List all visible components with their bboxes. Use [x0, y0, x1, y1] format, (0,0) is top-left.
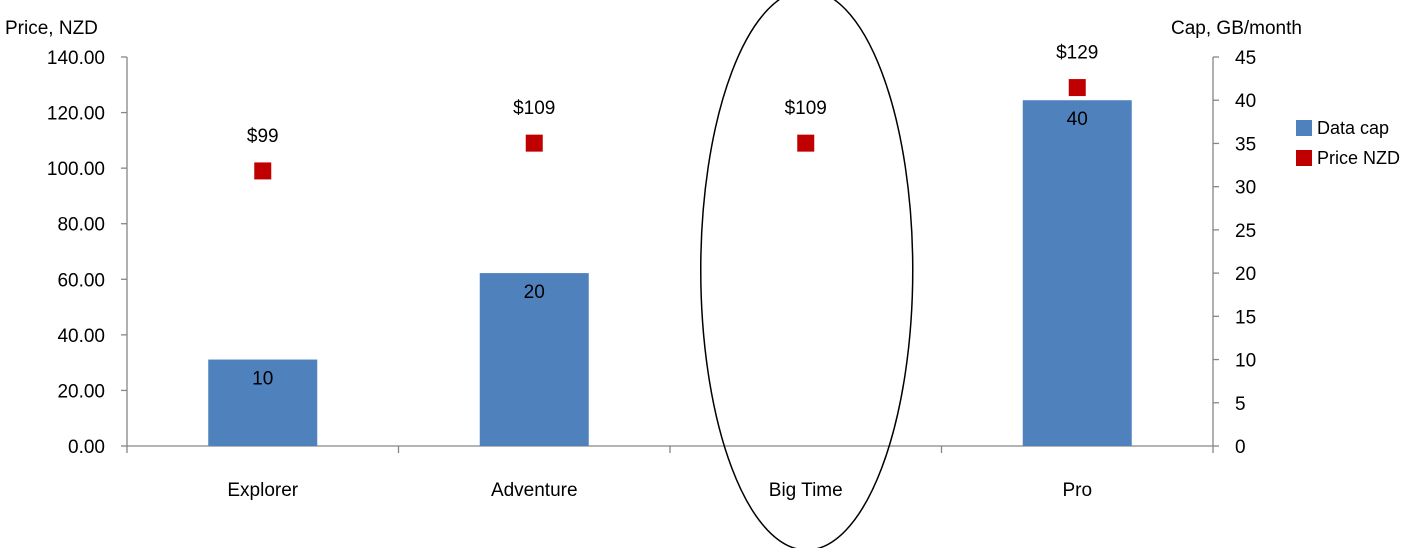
highlight-ellipse — [700, 0, 914, 548]
price-value-label: $109 — [513, 98, 555, 119]
right-tick-label: 35 — [1235, 134, 1256, 155]
legend-label: Price NZD — [1317, 148, 1400, 168]
price-value-label: $109 — [785, 98, 827, 119]
highlight-layer — [700, 0, 914, 548]
price-marker — [254, 162, 272, 180]
bar-value-label: 20 — [524, 282, 545, 303]
left-tick-label: 120.00 — [47, 104, 105, 125]
markers-layer — [254, 79, 1086, 180]
right-tick-label: 10 — [1235, 351, 1256, 372]
category-label: Pro — [1062, 480, 1092, 501]
right-tick-label: 30 — [1235, 178, 1256, 199]
right-tick-label: 0 — [1235, 437, 1246, 458]
price-value-label: $99 — [247, 126, 279, 147]
right-tick-label: 20 — [1235, 264, 1256, 285]
price-marker — [797, 134, 815, 152]
price-marker — [1068, 79, 1086, 97]
price-marker — [525, 134, 543, 152]
left-tick-label: 20.00 — [57, 381, 105, 402]
bars-layer — [208, 100, 1132, 446]
right-tick-label: 45 — [1235, 48, 1256, 69]
labels-layer: 10 20 40 $99 $109 $109 $129 — [247, 43, 1098, 390]
left-tick-label: 140.00 — [47, 48, 105, 69]
data-cap-bar — [479, 273, 589, 446]
data-cap-bar — [1022, 100, 1132, 446]
right-tick-label: 25 — [1235, 221, 1256, 242]
left-tick-label: 60.00 — [57, 270, 105, 291]
left-tick-label: 40.00 — [57, 326, 105, 347]
left-axis-title: Price, NZD — [5, 18, 98, 39]
right-tick-label: 15 — [1235, 307, 1256, 328]
axes-layer: 0.00 20.00 40.00 60.00 80.00 100.00 120.00 140.… — [5, 18, 1302, 501]
left-tick-label: 0.00 — [68, 437, 105, 458]
left-tick-label: 100.00 — [47, 159, 105, 180]
data-cap-bar — [208, 359, 318, 446]
bar-value-label: 40 — [1067, 109, 1088, 130]
legend: Data cap Price NZD — [1296, 118, 1400, 168]
price-value-label: $129 — [1056, 43, 1098, 64]
bar-value-label: 10 — [252, 369, 273, 390]
right-axis-title: Cap, GB/month — [1171, 18, 1302, 39]
left-tick-label: 80.00 — [57, 215, 105, 236]
right-tick-label: 40 — [1235, 91, 1256, 112]
category-label: Big Time — [769, 480, 843, 501]
legend-swatch-data-cap — [1296, 120, 1312, 136]
category-label: Adventure — [491, 480, 578, 501]
right-tick-label: 5 — [1235, 394, 1246, 415]
legend-label: Data cap — [1317, 118, 1389, 138]
legend-swatch-price — [1296, 150, 1312, 166]
category-label: Explorer — [227, 480, 298, 501]
